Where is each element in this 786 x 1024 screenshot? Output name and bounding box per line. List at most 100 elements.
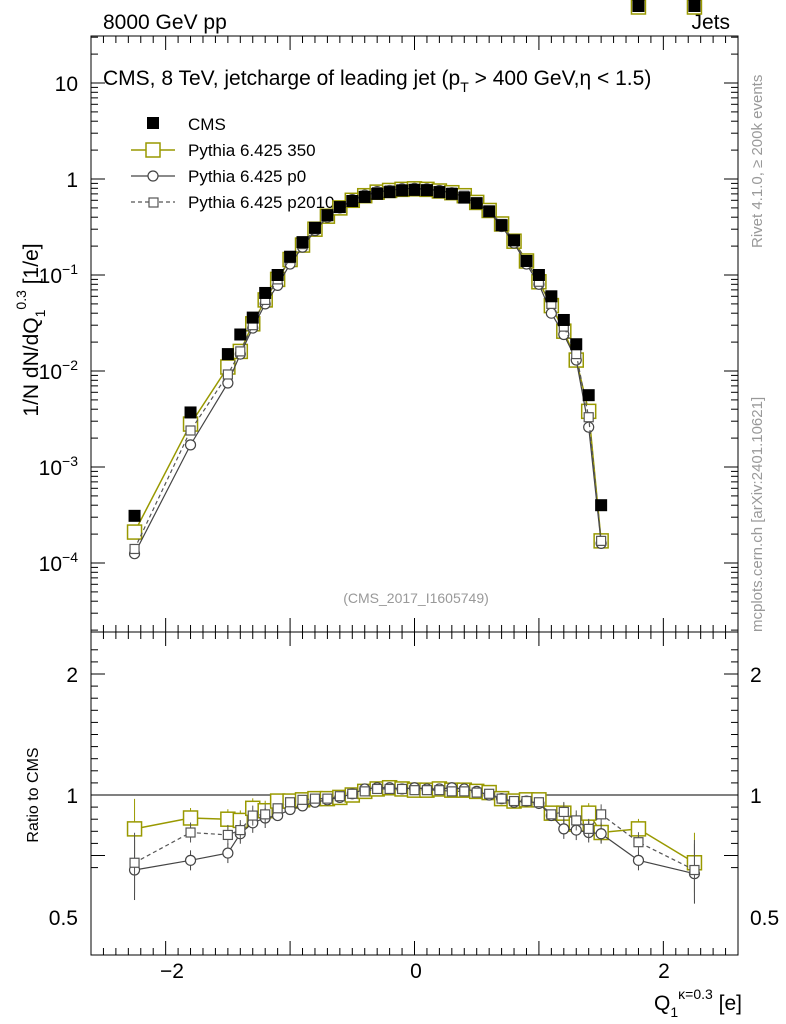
- ratio-open-square-dashed-point: [496, 793, 507, 804]
- main-open-square-line-line: [133, 188, 602, 541]
- main-open-circle-line-point: [545, 307, 557, 319]
- ratio-open-square-dashed-point: [347, 788, 358, 799]
- cms-data-point: [184, 406, 197, 419]
- ratio-open-square-dashed-point: [222, 829, 233, 841]
- ratio-open-square-dashed-point: [446, 786, 457, 797]
- x-tick-label-2: 2: [658, 960, 670, 983]
- cms-data-point: [221, 348, 234, 361]
- ratio-y-tick-2-right: 2: [750, 664, 762, 687]
- ratio-open-square-dashed-point: [185, 827, 196, 838]
- cms-data-point: [308, 221, 321, 234]
- cms-data-point: [346, 194, 359, 207]
- ratio-open-square-dashed-point: [558, 806, 569, 818]
- cms-data-point: [128, 509, 141, 522]
- ratio-open-square-dashed-point: [322, 793, 333, 804]
- ratio-y-tick-2: 2: [66, 664, 78, 687]
- cms-data-point: [296, 236, 309, 249]
- ratio-open-square-dashed-point: [571, 815, 582, 826]
- main-open-square-dashed-point: [185, 425, 196, 436]
- main-open-circle-line-point: [583, 421, 595, 433]
- main-open-square-line-point: [126, 524, 143, 540]
- cms-data-point: [433, 186, 446, 199]
- cms-data-point: [520, 254, 533, 267]
- main-axis-ticks: [91, 36, 738, 632]
- cms-data-point: [333, 201, 346, 214]
- analysis-label: (CMS_2017_I1605749): [343, 590, 489, 606]
- cms-data-point: [458, 191, 471, 204]
- ratio-open-square-dashed-point: [372, 783, 383, 795]
- cms-data-point: [532, 269, 545, 281]
- ratio-open-circle-line-point: [222, 847, 234, 859]
- main-panel: 10 1 10−1 10−2 10−3 10−4 1/N dN/dQ10.3 […: [13, 0, 739, 633]
- cms-data-point: [284, 250, 297, 263]
- ratio-open-square-dashed-point: [129, 857, 140, 868]
- ratio-open-square-dashed-point: [409, 785, 420, 796]
- cms-data-point: [246, 311, 259, 324]
- ratio-open-square-line-point: [580, 805, 597, 821]
- cms-data-point: [371, 187, 384, 200]
- x-tick-label-minus2: −2: [160, 960, 184, 983]
- cms-data-point: [271, 269, 284, 281]
- ratio-open-square-dashed-point: [359, 786, 370, 797]
- legend: CMS Pythia 6.425 350 Pythia 6.425 p0 Pyt…: [131, 115, 335, 212]
- ratio-open-square-dashed-point: [546, 809, 557, 820]
- ratio-open-square-dashed-point: [521, 795, 532, 807]
- ratio-y-tick-0.5-right: 0.5: [750, 907, 779, 930]
- y-tick-label-0.01: 10−2: [39, 357, 79, 384]
- ratio-open-square-dashed-line: [134, 788, 695, 871]
- ratio-open-square-dashed-point: [260, 809, 271, 820]
- ratio-open-square-dashed-point: [297, 794, 308, 805]
- ratio-y-tick-1-right: 1: [750, 785, 762, 808]
- ratio-series-layer: [126, 779, 703, 904]
- ratio-open-square-dashed-point: [247, 810, 258, 821]
- cms-data-point: [383, 186, 396, 199]
- legend-p0-marker: [147, 170, 159, 182]
- ratio-y-axis-label: Ratio to CMS: [25, 747, 42, 842]
- cms-data-point: [557, 313, 570, 326]
- chart-title: CMS, 8 TeV, jetcharge of leading jet (pT…: [103, 67, 651, 95]
- cms-data-point: [545, 290, 558, 303]
- ratio-open-square-dashed-point: [533, 797, 545, 808]
- main-open-square-dashed-point: [222, 369, 233, 380]
- ratio-open-square-dashed-point: [334, 791, 345, 802]
- main-open-circle-line-point: [184, 439, 197, 451]
- legend-cms-label: CMS: [188, 115, 226, 134]
- cms-data-point: [234, 328, 247, 341]
- y-tick-label-10: 10: [55, 73, 78, 96]
- ratio-open-square-dashed-point: [434, 785, 445, 796]
- ratio-open-square-dashed-point: [384, 783, 395, 795]
- cms-data-point: [483, 205, 496, 218]
- cms-data-point: [408, 183, 421, 196]
- main-open-square-dashed-line: [134, 188, 602, 550]
- ratio-open-square-dashed-point: [421, 785, 433, 796]
- ratio-open-square-dashed-point: [309, 793, 321, 804]
- rivet-version-label: Rivet 4.1.0, ≥ 200k events: [749, 75, 766, 248]
- legend-p2010-label: Pythia 6.425 p2010: [188, 193, 335, 212]
- ratio-open-square-dashed-point: [272, 803, 283, 814]
- ratio-open-square-line-line: [134, 786, 695, 864]
- cms-data-point: [582, 389, 595, 402]
- x-tick-label-0: 0: [410, 960, 422, 983]
- ratio-open-square-dashed-point: [484, 788, 495, 799]
- main-open-circle-line-line: [134, 187, 602, 554]
- legend-350-label: Pythia 6.425 350: [188, 141, 316, 160]
- ratio-y-tick-0.5: 0.5: [49, 907, 78, 930]
- y-tick-label-0.001: 10−3: [39, 453, 79, 480]
- ratio-open-square-dashed-point: [583, 823, 594, 834]
- cms-data-point: [321, 209, 334, 222]
- ratio-panel: 2 1 0.5 2 1 0.5 Ratio to CMS −2 0 2 Q1κ=…: [25, 631, 779, 1020]
- main-open-square-dashed-point: [571, 348, 582, 360]
- cms-data-point: [595, 499, 608, 512]
- ratio-open-circle-line-line: [134, 787, 695, 875]
- mcplots-label: mcplots.cern.ch [arXiv:2401.10621]: [749, 397, 766, 632]
- cms-data-point: [358, 190, 371, 203]
- main-open-square-dashed-point: [129, 543, 140, 555]
- main-open-square-dashed-point: [235, 346, 246, 357]
- cms-data-point: [470, 197, 483, 210]
- cms-data-point: [495, 219, 508, 232]
- cms-data-point: [508, 234, 521, 247]
- main-series-layer: [126, 0, 703, 560]
- ratio-open-square-dashed-point: [396, 783, 408, 795]
- ratio-open-circle-line-point: [184, 854, 197, 866]
